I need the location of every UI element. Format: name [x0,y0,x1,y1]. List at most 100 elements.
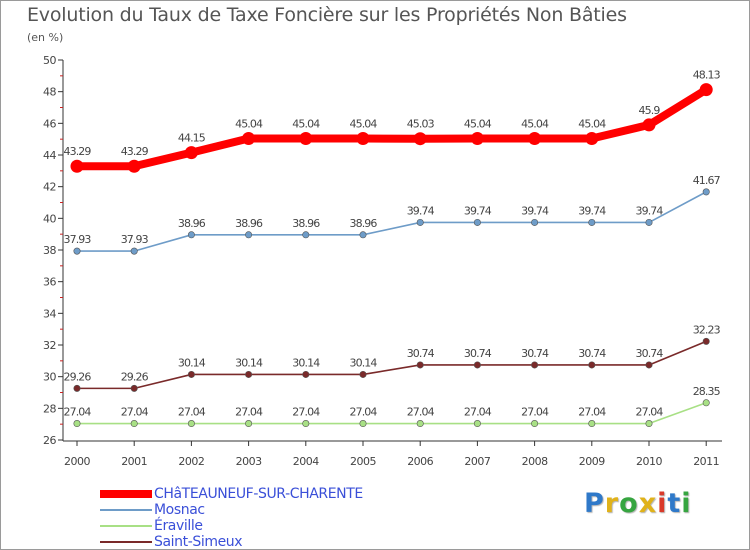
data-label: 45.04 [235,118,263,131]
series-line-1 [76,191,708,252]
y-tick-label: 46 [43,117,56,130]
y-tick-label: 28 [43,402,56,415]
data-label: 29.26 [121,370,149,383]
series-line-3 [76,340,708,390]
data-point [184,146,198,160]
data-label: 27.04 [521,406,549,419]
data-point [359,231,367,239]
x-tick-label: 2003 [236,455,262,468]
data-label: 43.29 [64,145,92,158]
data-label: 45.04 [521,118,549,131]
data-point [416,361,424,369]
legend-swatch [100,490,152,498]
data-label: 45.03 [407,118,435,131]
y-tick-label: 48 [43,86,56,99]
data-point [702,188,710,196]
data-point [73,247,81,255]
logo-letter: P [584,488,605,519]
data-label: 27.04 [407,406,435,419]
data-point [702,399,710,407]
data-label: 27.04 [64,406,92,419]
data-point [416,420,424,428]
data-point [73,420,81,428]
data-point [588,361,596,369]
data-point [187,420,195,428]
data-point [528,132,542,146]
data-label: 45.04 [292,118,320,131]
data-point [242,132,256,146]
data-point [70,159,84,173]
data-label: 30.14 [350,356,378,369]
data-point [359,420,367,428]
data-label: 39.74 [407,204,435,217]
x-tick-label: 2006 [407,455,433,468]
data-label: 39.74 [521,204,549,217]
data-point [245,231,253,239]
data-point [302,420,310,428]
proxiti-logo: Proxiti [584,488,692,519]
data-point [470,132,484,146]
data-label: 27.04 [178,406,206,419]
data-point [302,370,310,378]
data-label: 30.74 [407,347,435,360]
y-tick-label: 34 [43,307,56,320]
data-point [645,420,653,428]
x-tick-label: 2002 [178,455,204,468]
data-label: 38.96 [350,217,378,230]
data-label: 37.93 [121,233,149,246]
legend-item: CHâTEAUNEUF-SUR-CHARENTE [100,486,363,502]
y-tick-label: 32 [43,339,56,352]
x-tick-label: 2004 [293,455,319,468]
data-label: 30.74 [521,347,549,360]
data-label: 38.96 [292,217,320,230]
chart-title: Evolution du Taux de Taxe Foncière sur l… [27,4,627,26]
x-tick-label: 2011 [693,455,719,468]
data-label: 27.04 [350,406,378,419]
data-point [531,361,539,369]
data-point [245,420,253,428]
legend-label: Mosnac [154,502,205,518]
data-label: 30.74 [578,347,606,360]
data-label: 45.9 [639,104,661,117]
data-label: 30.74 [636,347,664,360]
legend-label: Éraville [154,518,203,534]
data-point [531,218,539,226]
data-label: 27.04 [464,406,492,419]
data-label: 43.29 [121,145,149,158]
data-point [130,384,138,392]
y-tick-label: 44 [43,149,56,162]
data-label: 38.96 [235,217,263,230]
data-point [245,370,253,378]
data-label: 39.74 [578,204,606,217]
data-point [588,218,596,226]
legend-item: Saint-Simeux [100,534,363,550]
data-label: 27.04 [636,406,664,419]
data-point [473,420,481,428]
data-point [356,132,370,146]
data-point [645,218,653,226]
data-label: 30.14 [235,356,263,369]
y-axis-unit: (en %) [27,31,64,44]
x-tick-label: 2001 [121,455,147,468]
legend-label: Saint-Simeux [154,534,243,550]
data-point [413,132,427,146]
data-point [642,118,656,132]
logo-letter: i [681,488,692,519]
x-tick-label: 2000 [64,455,90,468]
y-tick-label: 26 [43,434,56,447]
data-point [302,231,310,239]
data-point [702,337,710,345]
x-tick-label: 2010 [636,455,662,468]
data-point [130,420,138,428]
y-tick-label: 40 [43,212,56,225]
y-tick-label: 38 [43,244,56,257]
x-tick-label: 2008 [522,455,548,468]
data-point [585,132,599,146]
logo-letter: t [667,488,682,519]
legend: CHâTEAUNEUF-SUR-CHARENTE Mosnac Éraville Sa… [100,486,363,550]
data-label: 27.04 [292,406,320,419]
y-tick-label: 42 [43,181,56,194]
data-label: 32.23 [693,323,721,336]
